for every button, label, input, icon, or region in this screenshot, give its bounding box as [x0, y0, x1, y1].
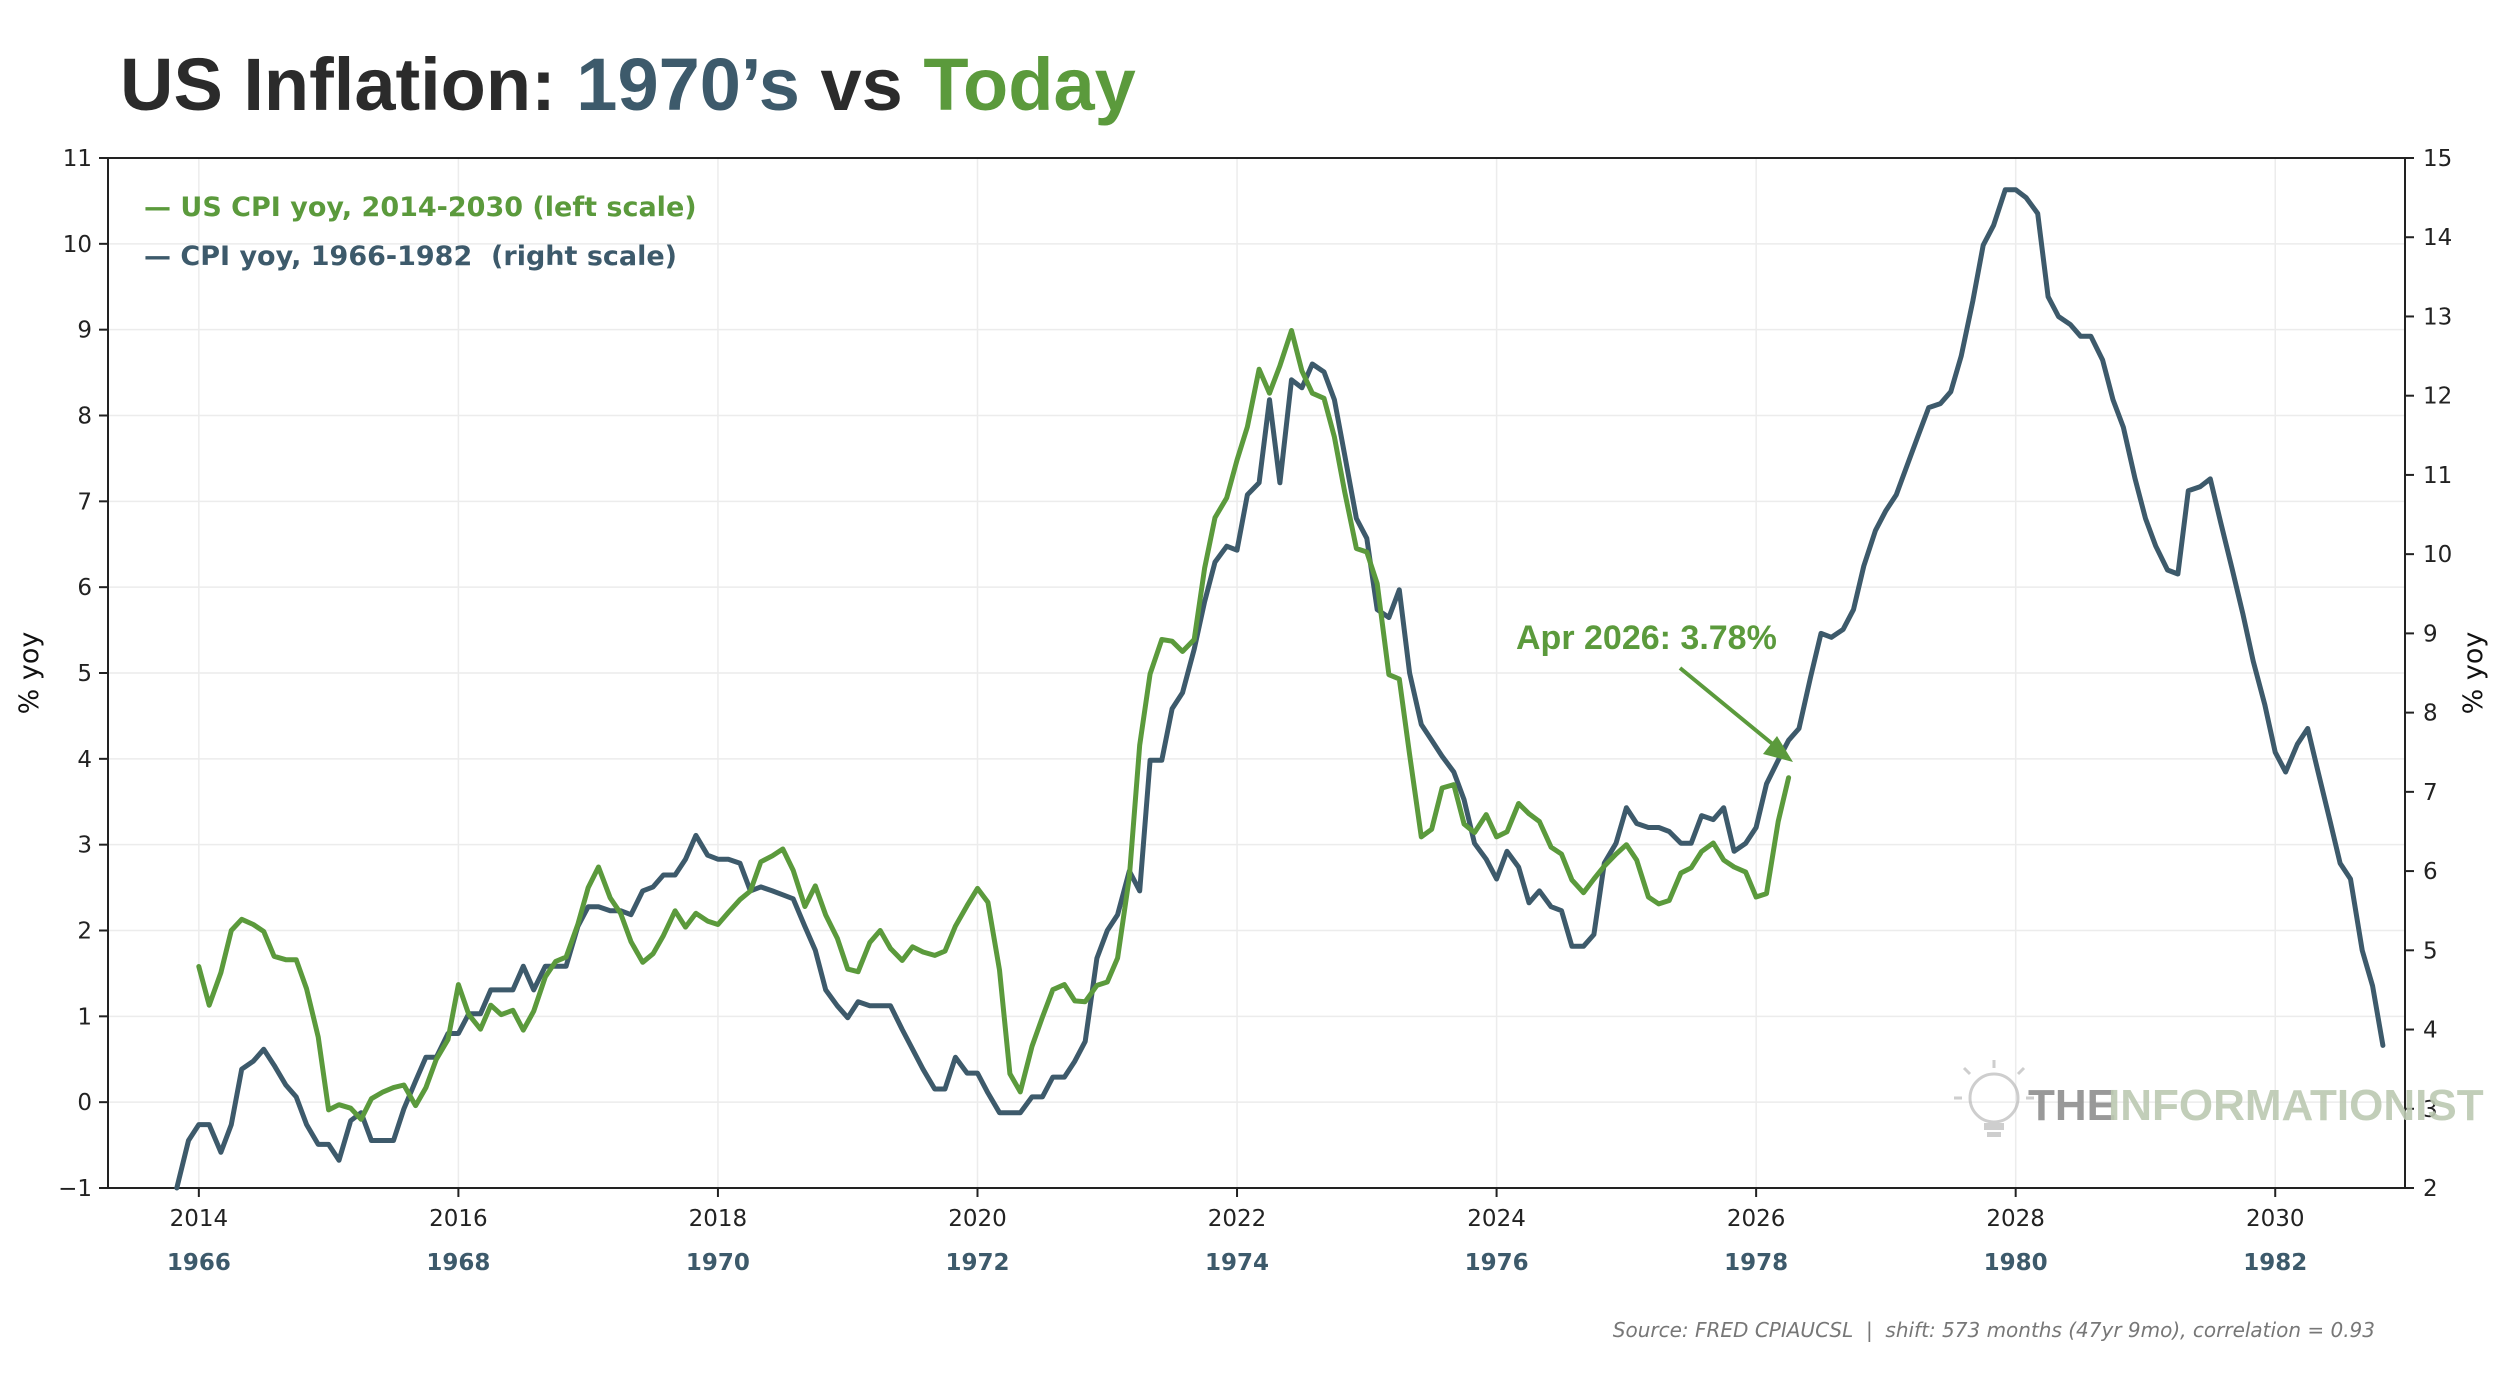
y-left-tick-label: 1 — [77, 1004, 92, 1030]
title-part-main: US Inflation: — [120, 43, 577, 126]
axis-ticks: 2014196620161968201819702020197220221974… — [58, 146, 2452, 1276]
x-tick-label: 2030 — [2246, 1206, 2305, 1232]
x-tick-label: 2026 — [1727, 1206, 1786, 1232]
chart-title: US Inflation: 1970’s vs Today — [120, 48, 1136, 122]
title-part-today: Today — [923, 43, 1136, 126]
legend-item-seventies: — CPI yoy, 1966-1982 (right scale) — [144, 241, 677, 272]
y-left-tick-label: 9 — [77, 318, 92, 344]
y-left-tick-label: 8 — [77, 404, 92, 430]
x-tick-label: 2014 — [170, 1206, 229, 1232]
x2-tick-label: 1972 — [945, 1250, 1009, 1276]
x-tick-label: 2028 — [1986, 1206, 2045, 1232]
x-tick-label: 2024 — [1467, 1206, 1526, 1232]
y-right-tick-label: 9 — [2423, 621, 2438, 647]
logo-text-informationist: INFORMATIONIST — [2108, 1081, 2484, 1130]
x-tick-label: 2016 — [429, 1206, 488, 1232]
y-left-tick-label: 3 — [77, 833, 92, 859]
x2-tick-label: 1966 — [167, 1250, 231, 1276]
y-right-tick-label: 13 — [2423, 304, 2452, 330]
x2-tick-label: 1968 — [426, 1250, 490, 1276]
x2-tick-label: 1978 — [1724, 1250, 1788, 1276]
logo-text-the: THE — [2028, 1081, 2116, 1130]
annotation-arrow-head — [1763, 736, 1793, 762]
y-left-tick-label: 7 — [77, 489, 92, 515]
y-right-tick-label: 5 — [2423, 938, 2438, 964]
x-tick-label: 2018 — [689, 1206, 748, 1232]
y-right-tick-label: 8 — [2423, 701, 2438, 727]
x2-tick-label: 1974 — [1205, 1250, 1269, 1276]
y-axis-right-title: % yoy — [2458, 632, 2489, 715]
series-line-today — [196, 328, 1792, 1122]
y-right-tick-label: 6 — [2423, 859, 2438, 885]
source-note: Source: FRED CPIAUCSL | shift: 573 month… — [1613, 1318, 2375, 1342]
y-right-tick-label: 3 — [2423, 1097, 2438, 1123]
y-right-tick-label: 14 — [2423, 225, 2452, 251]
y-left-tick-label: 6 — [77, 575, 92, 601]
x-tick-label: 2020 — [948, 1206, 1007, 1232]
annotation-text: Apr 2026: 3.78% — [1516, 619, 1777, 657]
y-right-tick-label: 4 — [2423, 1018, 2438, 1044]
x2-tick-label: 1976 — [1465, 1250, 1529, 1276]
lightbulb-icon — [1954, 1060, 2034, 1137]
y-right-tick-label: 12 — [2423, 384, 2452, 410]
x2-tick-label: 1970 — [686, 1250, 750, 1276]
annotation-arrow-shaft — [1678, 666, 1777, 748]
y-right-tick-label: 11 — [2423, 463, 2452, 489]
y-left-tick-label: 4 — [77, 747, 92, 773]
title-part-1970s: 1970’s — [576, 43, 800, 126]
y-right-tick-label: 2 — [2423, 1176, 2438, 1202]
title-part-vs: vs — [799, 43, 924, 126]
y-left-tick-label: 10 — [63, 232, 92, 258]
y-axis-left-title: % yoy — [14, 632, 45, 715]
y-right-tick-label: 15 — [2423, 146, 2452, 172]
y-left-tick-label: 2 — [77, 919, 92, 945]
x2-tick-label: 1982 — [2243, 1250, 2307, 1276]
x-tick-label: 2022 — [1208, 1206, 1267, 1232]
series-line-1970s — [174, 187, 2386, 1191]
y-left-tick-label: 0 — [77, 1090, 92, 1116]
brand-logo: THE INFORMATIONIST — [1954, 1060, 2484, 1137]
y-right-tick-label: 10 — [2423, 542, 2452, 568]
series-lines — [174, 187, 2386, 1191]
legend-item-today: — US CPI yoy, 2014-2030 (left scale) — [144, 192, 697, 223]
y-left-tick-label: −1 — [58, 1176, 92, 1202]
x2-tick-label: 1980 — [1984, 1250, 2048, 1276]
y-left-tick-label: 5 — [77, 661, 92, 687]
y-left-tick-label: 11 — [63, 146, 92, 172]
y-right-tick-label: 7 — [2423, 780, 2438, 806]
